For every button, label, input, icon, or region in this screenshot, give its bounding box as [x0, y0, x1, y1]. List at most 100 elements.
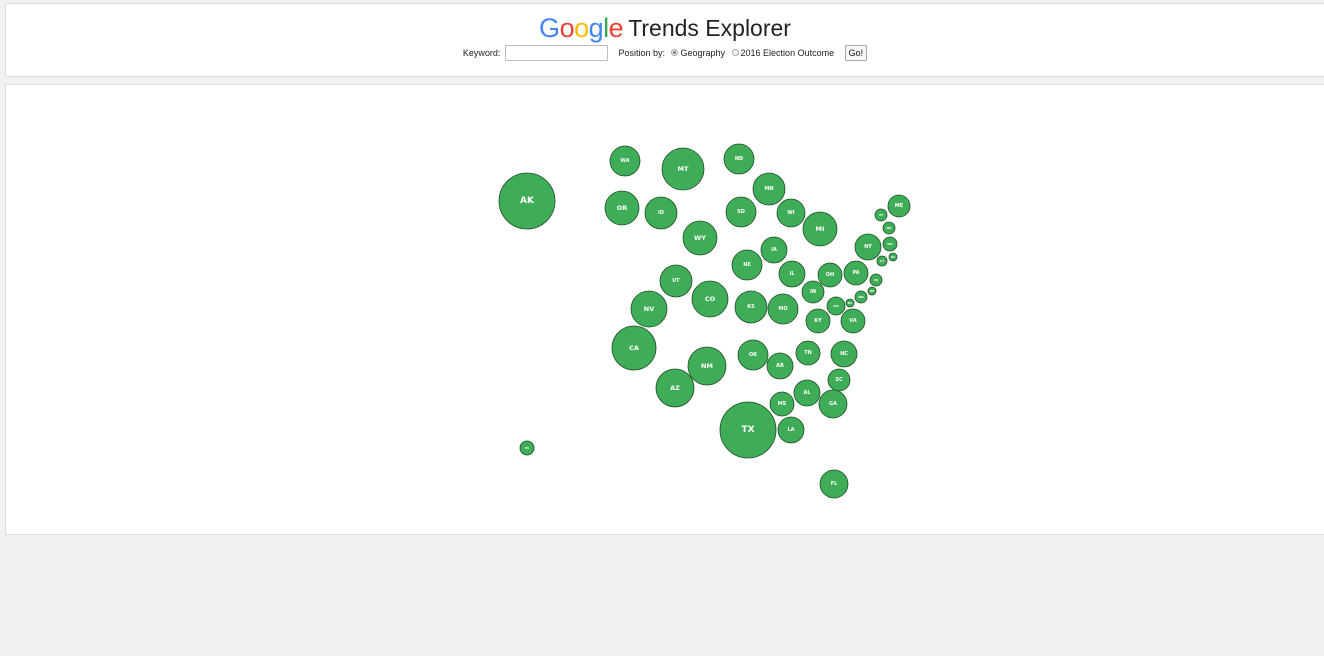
state-circle[interactable] — [882, 221, 896, 235]
state-bubble-co[interactable]: CO — [691, 280, 729, 318]
state-bubble-ia[interactable]: IA — [760, 236, 788, 264]
state-bubble-de[interactable]: DE — [867, 286, 877, 296]
state-bubble-in[interactable]: IN — [801, 280, 825, 304]
state-bubble-id[interactable]: ID — [644, 196, 678, 230]
state-bubble-mt[interactable]: MT — [661, 147, 705, 191]
election-outcome-radio-label[interactable]: 2016 Election Outcome — [740, 48, 835, 58]
state-bubble-ak[interactable]: AK — [498, 172, 556, 230]
state-bubble-ne[interactable]: NE — [731, 249, 763, 281]
state-bubble-ar[interactable]: AR — [766, 352, 794, 380]
state-bubble-sd[interactable]: SD — [725, 196, 757, 228]
keyword-input[interactable] — [504, 45, 608, 61]
state-bubble-nh[interactable]: NH — [882, 221, 896, 235]
state-circle[interactable] — [737, 339, 769, 371]
state-circle[interactable] — [882, 236, 898, 252]
state-bubble-md[interactable]: MD — [854, 290, 868, 304]
state-circle[interactable] — [776, 198, 806, 228]
state-bubble-ok[interactable]: OK — [737, 339, 769, 371]
state-circle[interactable] — [734, 290, 768, 324]
state-circle[interactable] — [869, 273, 883, 287]
state-circle[interactable] — [731, 249, 763, 281]
state-bubble-ut[interactable]: UT — [659, 264, 693, 298]
state-circle[interactable] — [655, 368, 695, 408]
state-bubble-nc[interactable]: NC — [830, 340, 858, 368]
state-circle[interactable] — [723, 143, 755, 175]
state-bubble-nm[interactable]: NM — [687, 346, 727, 386]
state-circle[interactable] — [519, 440, 535, 456]
state-bubble-fl[interactable]: FL — [819, 469, 849, 499]
state-circle[interactable] — [867, 286, 877, 296]
state-circle[interactable] — [840, 308, 866, 334]
state-bubble-ms[interactable]: MS — [769, 391, 795, 417]
geography-radio[interactable] — [671, 48, 679, 56]
state-circle[interactable] — [661, 147, 705, 191]
geography-radio-label[interactable]: Geography — [680, 48, 726, 58]
state-bubble-mi[interactable]: MI — [802, 211, 838, 247]
state-bubble-sc[interactable]: SC — [827, 368, 851, 392]
state-circle[interactable] — [817, 262, 843, 288]
state-bubble-ma[interactable]: MA — [882, 236, 898, 252]
state-circle[interactable] — [769, 391, 795, 417]
state-circle[interactable] — [802, 211, 838, 247]
state-circle[interactable] — [766, 352, 794, 380]
election-outcome-radio[interactable] — [731, 48, 739, 56]
state-bubble-pa[interactable]: PA — [843, 260, 869, 286]
state-circle[interactable] — [845, 298, 855, 308]
state-bubble-ny[interactable]: NY — [854, 233, 882, 261]
state-bubble-il[interactable]: IL — [778, 260, 806, 288]
state-bubble-ga[interactable]: GA — [818, 389, 848, 419]
state-circle[interactable] — [630, 290, 668, 328]
state-circle[interactable] — [887, 194, 911, 218]
state-bubble-tx[interactable]: TX — [719, 401, 777, 459]
state-circle[interactable] — [687, 346, 727, 386]
state-bubble-ky[interactable]: KY — [805, 308, 831, 334]
state-bubble-me[interactable]: ME — [887, 194, 911, 218]
state-circle[interactable] — [752, 172, 786, 206]
state-circle[interactable] — [767, 293, 799, 325]
state-bubble-az[interactable]: AZ — [655, 368, 695, 408]
state-circle[interactable] — [795, 340, 821, 366]
state-circle[interactable] — [611, 325, 657, 371]
state-circle[interactable] — [888, 252, 898, 262]
state-bubble-va[interactable]: VA — [840, 308, 866, 334]
state-circle[interactable] — [805, 308, 831, 334]
state-circle[interactable] — [760, 236, 788, 264]
state-bubble-dc[interactable]: DC — [845, 298, 855, 308]
state-circle[interactable] — [691, 280, 729, 318]
state-circle[interactable] — [801, 280, 825, 304]
state-circle[interactable] — [874, 208, 888, 222]
state-bubble-ri[interactable]: RI — [888, 252, 898, 262]
state-bubble-tn[interactable]: TN — [795, 340, 821, 366]
state-circle[interactable] — [604, 190, 640, 226]
state-bubble-nj[interactable]: NJ — [869, 273, 883, 287]
state-bubble-oh[interactable]: OH — [817, 262, 843, 288]
state-circle[interactable] — [725, 196, 757, 228]
state-bubble-la[interactable]: LA — [777, 416, 805, 444]
state-circle[interactable] — [719, 401, 777, 459]
state-bubble-wv[interactable]: WV — [826, 296, 846, 316]
state-bubble-vt[interactable]: VT — [874, 208, 888, 222]
state-circle[interactable] — [644, 196, 678, 230]
state-circle[interactable] — [777, 416, 805, 444]
state-circle[interactable] — [793, 379, 821, 407]
state-circle[interactable] — [876, 255, 888, 267]
state-circle[interactable] — [498, 172, 556, 230]
state-bubble-wy[interactable]: WY — [682, 220, 718, 256]
state-bubble-ca[interactable]: CA — [611, 325, 657, 371]
state-bubble-al[interactable]: AL — [793, 379, 821, 407]
state-circle[interactable] — [843, 260, 869, 286]
state-bubble-ks[interactable]: KS — [734, 290, 768, 324]
state-circle[interactable] — [659, 264, 693, 298]
state-bubble-wa[interactable]: WA — [609, 145, 641, 177]
state-bubble-wi[interactable]: WI — [776, 198, 806, 228]
state-circle[interactable] — [819, 469, 849, 499]
state-circle[interactable] — [778, 260, 806, 288]
state-bubble-ct[interactable]: CT — [876, 255, 888, 267]
state-circle[interactable] — [830, 340, 858, 368]
state-bubble-nd[interactable]: ND — [723, 143, 755, 175]
state-circle[interactable] — [818, 389, 848, 419]
state-bubble-or[interactable]: OR — [604, 190, 640, 226]
state-bubble-hi[interactable]: HI — [519, 440, 535, 456]
state-bubble-mn[interactable]: MN — [752, 172, 786, 206]
state-circle[interactable] — [682, 220, 718, 256]
